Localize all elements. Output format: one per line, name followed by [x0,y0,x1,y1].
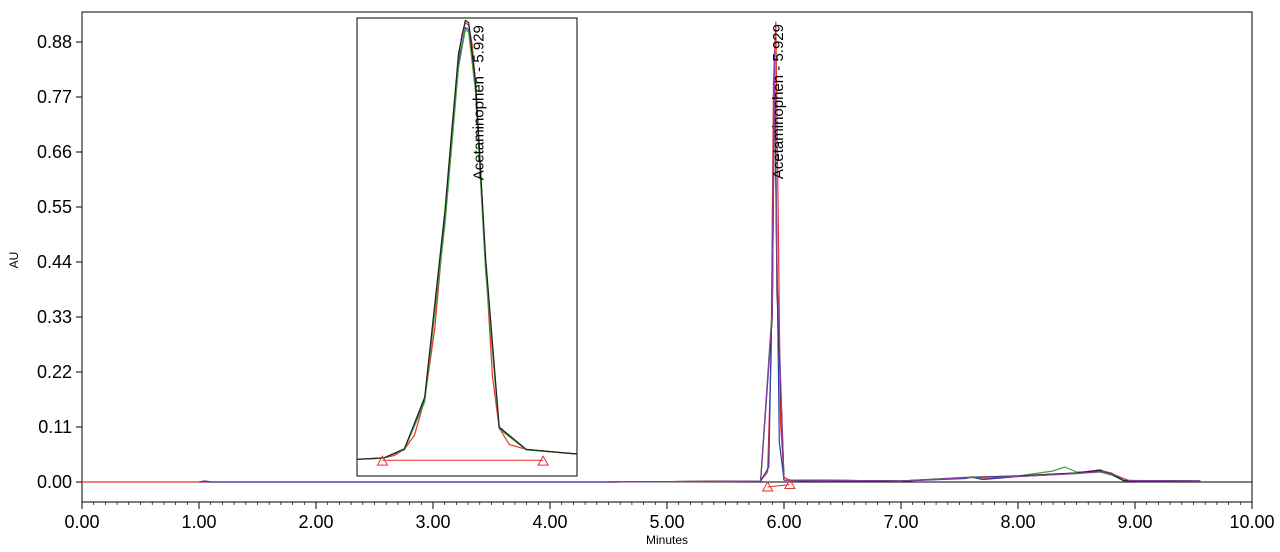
x-tick-label: 8.00 [1000,512,1035,532]
x-tick-label: 5.00 [649,512,684,532]
inset-peak-label: Acetaminophen - 5.929 [470,25,487,180]
inset-peak-marker [376,455,389,466]
x-tick-label: 0.00 [64,512,99,532]
y-tick-label: 0.11 [38,417,72,437]
y-tick-label: 0.00 [37,472,72,492]
y-tick-label: 0.66 [37,142,72,162]
inset-peak-markers [376,455,550,466]
plot-frame [81,11,1253,503]
y-axis-ticks: 0.00 0.11 0.22 0.33 0.44 0.55 0.66 0.77 0.88 [37,32,82,492]
inset-peak-marker [537,455,550,466]
main-peak-markers [761,478,796,492]
y-tick-label: 0.55 [37,197,72,217]
y-tick-label: 0.77 [37,87,72,107]
main-series-line-4 [608,56,1201,483]
inset-series-group [356,19,578,461]
x-tick-label: 7.00 [883,512,918,532]
x-tick-label: 4.00 [532,512,567,532]
inset-annotations: Acetaminophen - 5.929 [470,25,487,180]
main-peak-label: Acetaminophen - 5.929 [770,24,787,179]
main-series-group [82,21,1201,488]
x-tick-label: 10.00 [1229,512,1274,532]
x-tick-label: 1.00 [181,512,216,532]
x-axis-label: Minutes [646,533,688,547]
main-peak-baseline [767,484,790,488]
x-tick-label: 9.00 [1117,512,1152,532]
inset-series-line-2 [356,29,578,460]
main-annotations: Acetaminophen - 5.929 [770,24,787,179]
main-series-line-1 [198,51,1201,483]
main-peak-marker [761,480,774,492]
inset-frame [356,17,578,477]
inset-series-line-3 [356,19,578,460]
main-series-line-2 [608,61,1201,483]
main-series-line-3 [608,66,1201,483]
x-tick-label: 2.00 [298,512,333,532]
y-axis-label: AU [7,252,21,269]
x-axis-ticks: 0.00 1.00 2.00 3.00 4.00 5.00 6.00 7.00 8.00 9.00… [64,502,1275,532]
x-tick-label: 3.00 [415,512,450,532]
y-tick-label: 0.22 [37,362,72,382]
x-tick-label: 6.00 [766,512,801,532]
main-series-line-0 [82,21,1201,483]
y-tick-label: 0.33 [37,307,72,327]
main-peak-marker [784,478,796,489]
y-tick-label: 0.44 [37,252,72,272]
y-tick-label: 0.88 [37,32,72,52]
